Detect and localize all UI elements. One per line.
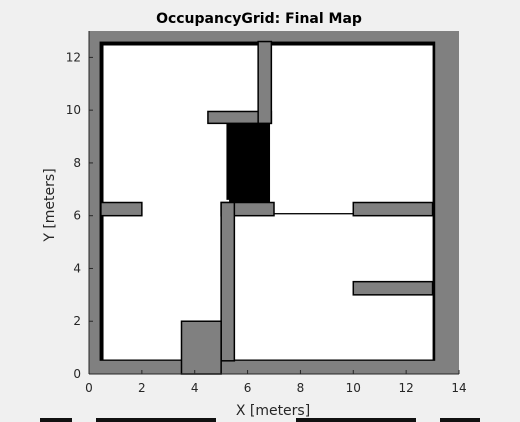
x-tick-label: 2: [138, 381, 146, 395]
x-tick-label: 6: [244, 381, 252, 395]
occupied-block-center-pillar: [220, 201, 236, 362]
occupied-block-right-stub-lower: [352, 280, 434, 296]
map-layer: [99, 40, 436, 375]
free-region-mid-connector: [141, 199, 230, 322]
free-region-upper-left-room: [103, 45, 259, 124]
free-region-center-corridor: [229, 202, 354, 214]
occupied-block-left-wall-stub: [100, 201, 143, 217]
y-tick-label: 10: [66, 103, 81, 117]
y-tick-label: 8: [73, 156, 81, 170]
y-axis-label: Y [meters]: [42, 168, 58, 242]
occupied-block-upper-divider: [257, 40, 273, 125]
x-tick-label: 4: [191, 381, 199, 395]
x-tick-label: 12: [399, 381, 414, 395]
y-ticks: 0 2 4 6 8 10 12: [66, 50, 93, 381]
free-region-corridor-middle: [103, 120, 227, 202]
occupied-block-right-stub-upper: [352, 201, 434, 217]
x-axis-label: X [meters]: [236, 403, 310, 419]
free-region-upper-right-room: [270, 45, 433, 203]
chart-title: OccupancyGrid: Final Map: [156, 11, 362, 27]
y-tick-label: 4: [73, 261, 81, 275]
y-tick-label: 12: [66, 50, 81, 64]
y-tick-label: 6: [73, 209, 81, 223]
bottom-edge-strip: [0, 418, 520, 422]
x-tick-label: 14: [451, 381, 466, 395]
x-ticks: 0 2 4 6 8 10 12 14: [85, 370, 467, 395]
y-tick-label: 0: [73, 367, 81, 381]
y-tick-label: 2: [73, 314, 81, 328]
x-tick-label: 0: [85, 381, 93, 395]
x-tick-label: 8: [297, 381, 305, 395]
x-tick-label: 10: [346, 381, 361, 395]
occupied-block-bottom-block: [180, 320, 222, 375]
